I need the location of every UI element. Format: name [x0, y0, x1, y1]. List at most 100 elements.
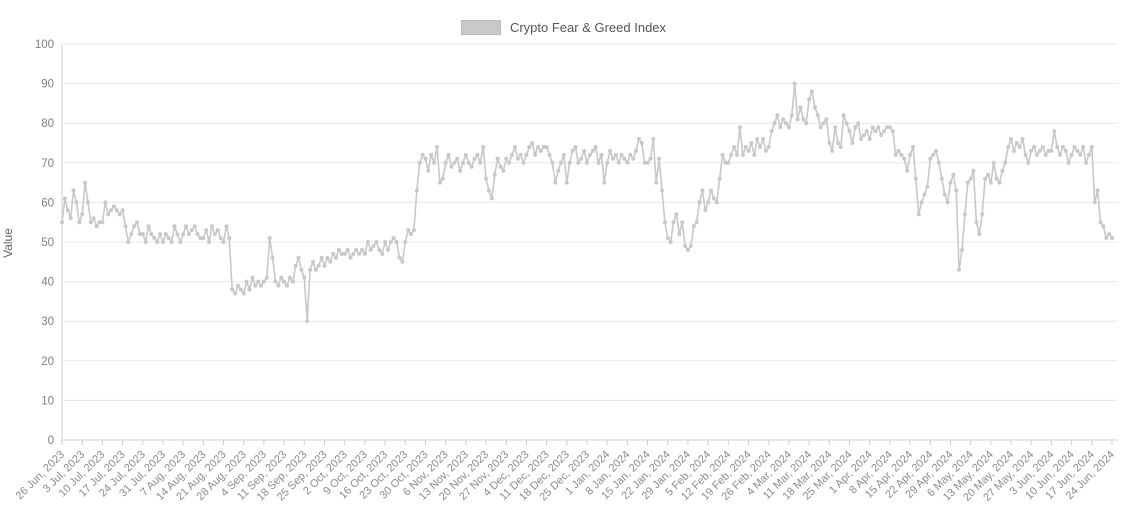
data-point — [65, 208, 70, 213]
data-point — [911, 145, 915, 149]
data-point — [608, 148, 613, 153]
data-point — [285, 283, 289, 288]
data-point — [613, 152, 618, 157]
data-point — [446, 152, 451, 157]
data-point — [547, 152, 552, 157]
data-point — [1043, 152, 1048, 157]
data-point — [706, 200, 711, 205]
data-point — [273, 279, 278, 284]
data-point — [192, 224, 197, 229]
data-point — [856, 121, 861, 126]
data-point — [305, 319, 310, 324]
data-point — [980, 212, 985, 217]
data-point — [409, 232, 413, 237]
data-point — [287, 275, 292, 280]
data-point — [117, 212, 122, 217]
data-point — [374, 240, 379, 244]
y-tick-label: 90 — [41, 79, 54, 91]
y-axis-labels: 0 10 20 30 40 50 60 70 80 90 100 — [35, 39, 54, 447]
data-point — [299, 267, 304, 272]
data-point — [775, 113, 780, 118]
data-point — [732, 145, 737, 149]
data-point — [824, 117, 829, 122]
data-point — [91, 216, 96, 221]
data-point — [181, 232, 186, 237]
data-point — [810, 89, 814, 94]
data-point — [198, 236, 203, 240]
data-point — [882, 129, 887, 134]
data-point — [1092, 200, 1097, 205]
data-point — [207, 240, 212, 244]
data-point — [293, 263, 298, 268]
data-point — [619, 152, 624, 157]
data-point — [893, 152, 898, 157]
x-axis-ticks — [61, 440, 1113, 445]
data-point — [126, 240, 131, 244]
data-point — [1084, 160, 1088, 165]
data-point — [1040, 145, 1045, 149]
data-point — [1104, 236, 1109, 240]
data-point — [786, 125, 791, 130]
data-point — [149, 232, 154, 237]
data-point — [867, 137, 872, 141]
data-point — [815, 113, 820, 118]
y-tick-label: 20 — [41, 356, 54, 368]
data-point — [515, 156, 520, 161]
data-point — [86, 200, 90, 205]
data-point — [662, 220, 667, 225]
data-point — [322, 263, 327, 268]
data-point — [140, 232, 145, 237]
data-point — [423, 156, 428, 161]
data-point — [1086, 152, 1091, 157]
data-point — [830, 148, 835, 153]
chart-legend[interactable]: Crypto Fear & Greed Index — [0, 20, 1127, 35]
data-point — [166, 236, 171, 240]
data-point — [1017, 145, 1022, 149]
data-point — [697, 200, 702, 205]
data-point — [954, 188, 959, 193]
data-point — [671, 220, 676, 225]
data-point — [221, 240, 226, 244]
data-point — [616, 160, 621, 165]
data-point — [158, 232, 163, 237]
data-point — [507, 160, 512, 165]
data-point — [533, 152, 538, 157]
data-point — [195, 232, 200, 237]
data-point — [861, 133, 866, 138]
data-point — [948, 180, 953, 185]
data-point — [660, 188, 664, 193]
data-point — [1014, 141, 1019, 145]
data-point — [161, 240, 165, 244]
data-point — [602, 180, 607, 185]
data-point — [114, 208, 119, 213]
data-point — [331, 251, 336, 256]
data-point — [103, 200, 108, 205]
data-point — [250, 275, 255, 280]
data-point — [403, 240, 408, 244]
data-point — [567, 160, 572, 165]
data-point — [169, 240, 174, 244]
data-point — [486, 188, 491, 193]
data-point — [559, 160, 563, 165]
data-point — [628, 152, 633, 157]
data-point — [611, 156, 615, 161]
data-point — [919, 200, 924, 205]
data-point — [97, 220, 102, 225]
series-markers — [60, 81, 1114, 324]
data-point — [518, 152, 523, 157]
data-point — [686, 247, 690, 252]
data-point — [308, 267, 313, 272]
data-point — [1055, 145, 1060, 149]
data-point — [1035, 152, 1039, 157]
data-point — [859, 137, 863, 141]
data-point — [711, 196, 716, 201]
data-point — [991, 160, 996, 165]
data-point — [974, 220, 979, 225]
data-point — [1020, 137, 1025, 141]
data-point — [455, 156, 460, 161]
data-point — [215, 228, 220, 233]
data-point — [1009, 137, 1013, 141]
data-point — [264, 275, 269, 280]
